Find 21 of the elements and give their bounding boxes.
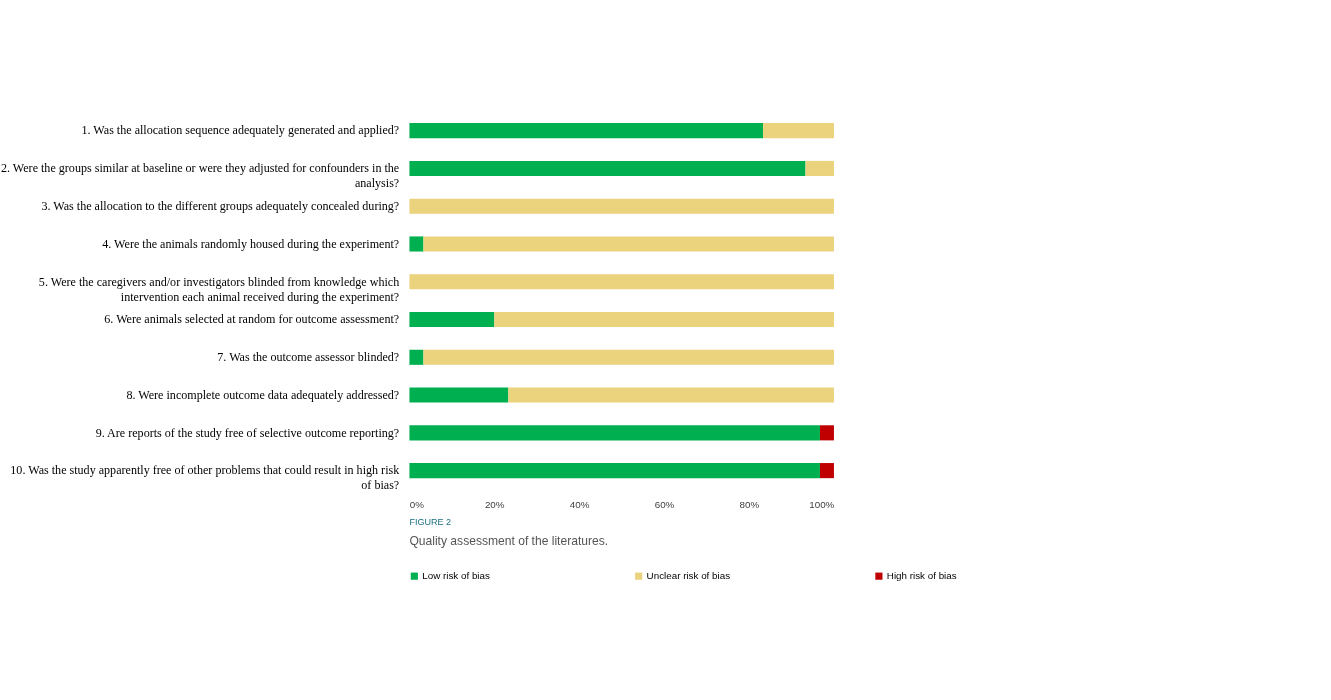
legend-label: High risk of bias	[886, 570, 957, 582]
y-tick-label: 9. Are reports of the study free of selective outcome reporting?	[95, 425, 400, 440]
x-tick-label: 20%	[484, 499, 505, 510]
x-tick-label: 100%	[809, 499, 835, 510]
y-tick-label: 7. Was the outcome assessor blinded?	[217, 350, 400, 365]
legend-label: Low risk of bias	[422, 570, 490, 582]
y-tick-label: 5. Were the caregivers and/or investigators blinded from knowledge which intervention each animal received during the experiment?	[38, 274, 400, 304]
y-tick-label: 3. Was the allocation to the different groups adequately concealed during?	[41, 198, 400, 213]
x-tick-label: 40%	[569, 499, 590, 510]
y-tick-label: 1. Was the allocation sequence adequately generated and applied?	[81, 123, 400, 138]
y-tick-label: 8. Were incomplete outcome data adequately addressed?	[126, 387, 400, 402]
y-tick-label: 10. Was the study apparently free of other problems that could result in high risk of bias?	[10, 463, 401, 493]
text: Quality assessment of the literatures.	[409, 533, 609, 548]
legend-label: Unclear risk of bias	[646, 570, 731, 582]
x-tick-label: 60%	[654, 499, 675, 510]
x-tick-label: 0%	[409, 499, 425, 510]
y-tick-label: 6. Were animals selected at random for outcome assessment?	[104, 312, 400, 327]
x-tick-label: 80%	[739, 499, 760, 510]
caption: FIGURE 2	[409, 516, 452, 527]
y-tick-label: 4. Were the animals randomly housed during the experiment?	[102, 236, 400, 251]
y-tick-label: 2. Were the groups similar at baseline or were they adjusted for confounders in the analysis?	[0, 161, 400, 191]
